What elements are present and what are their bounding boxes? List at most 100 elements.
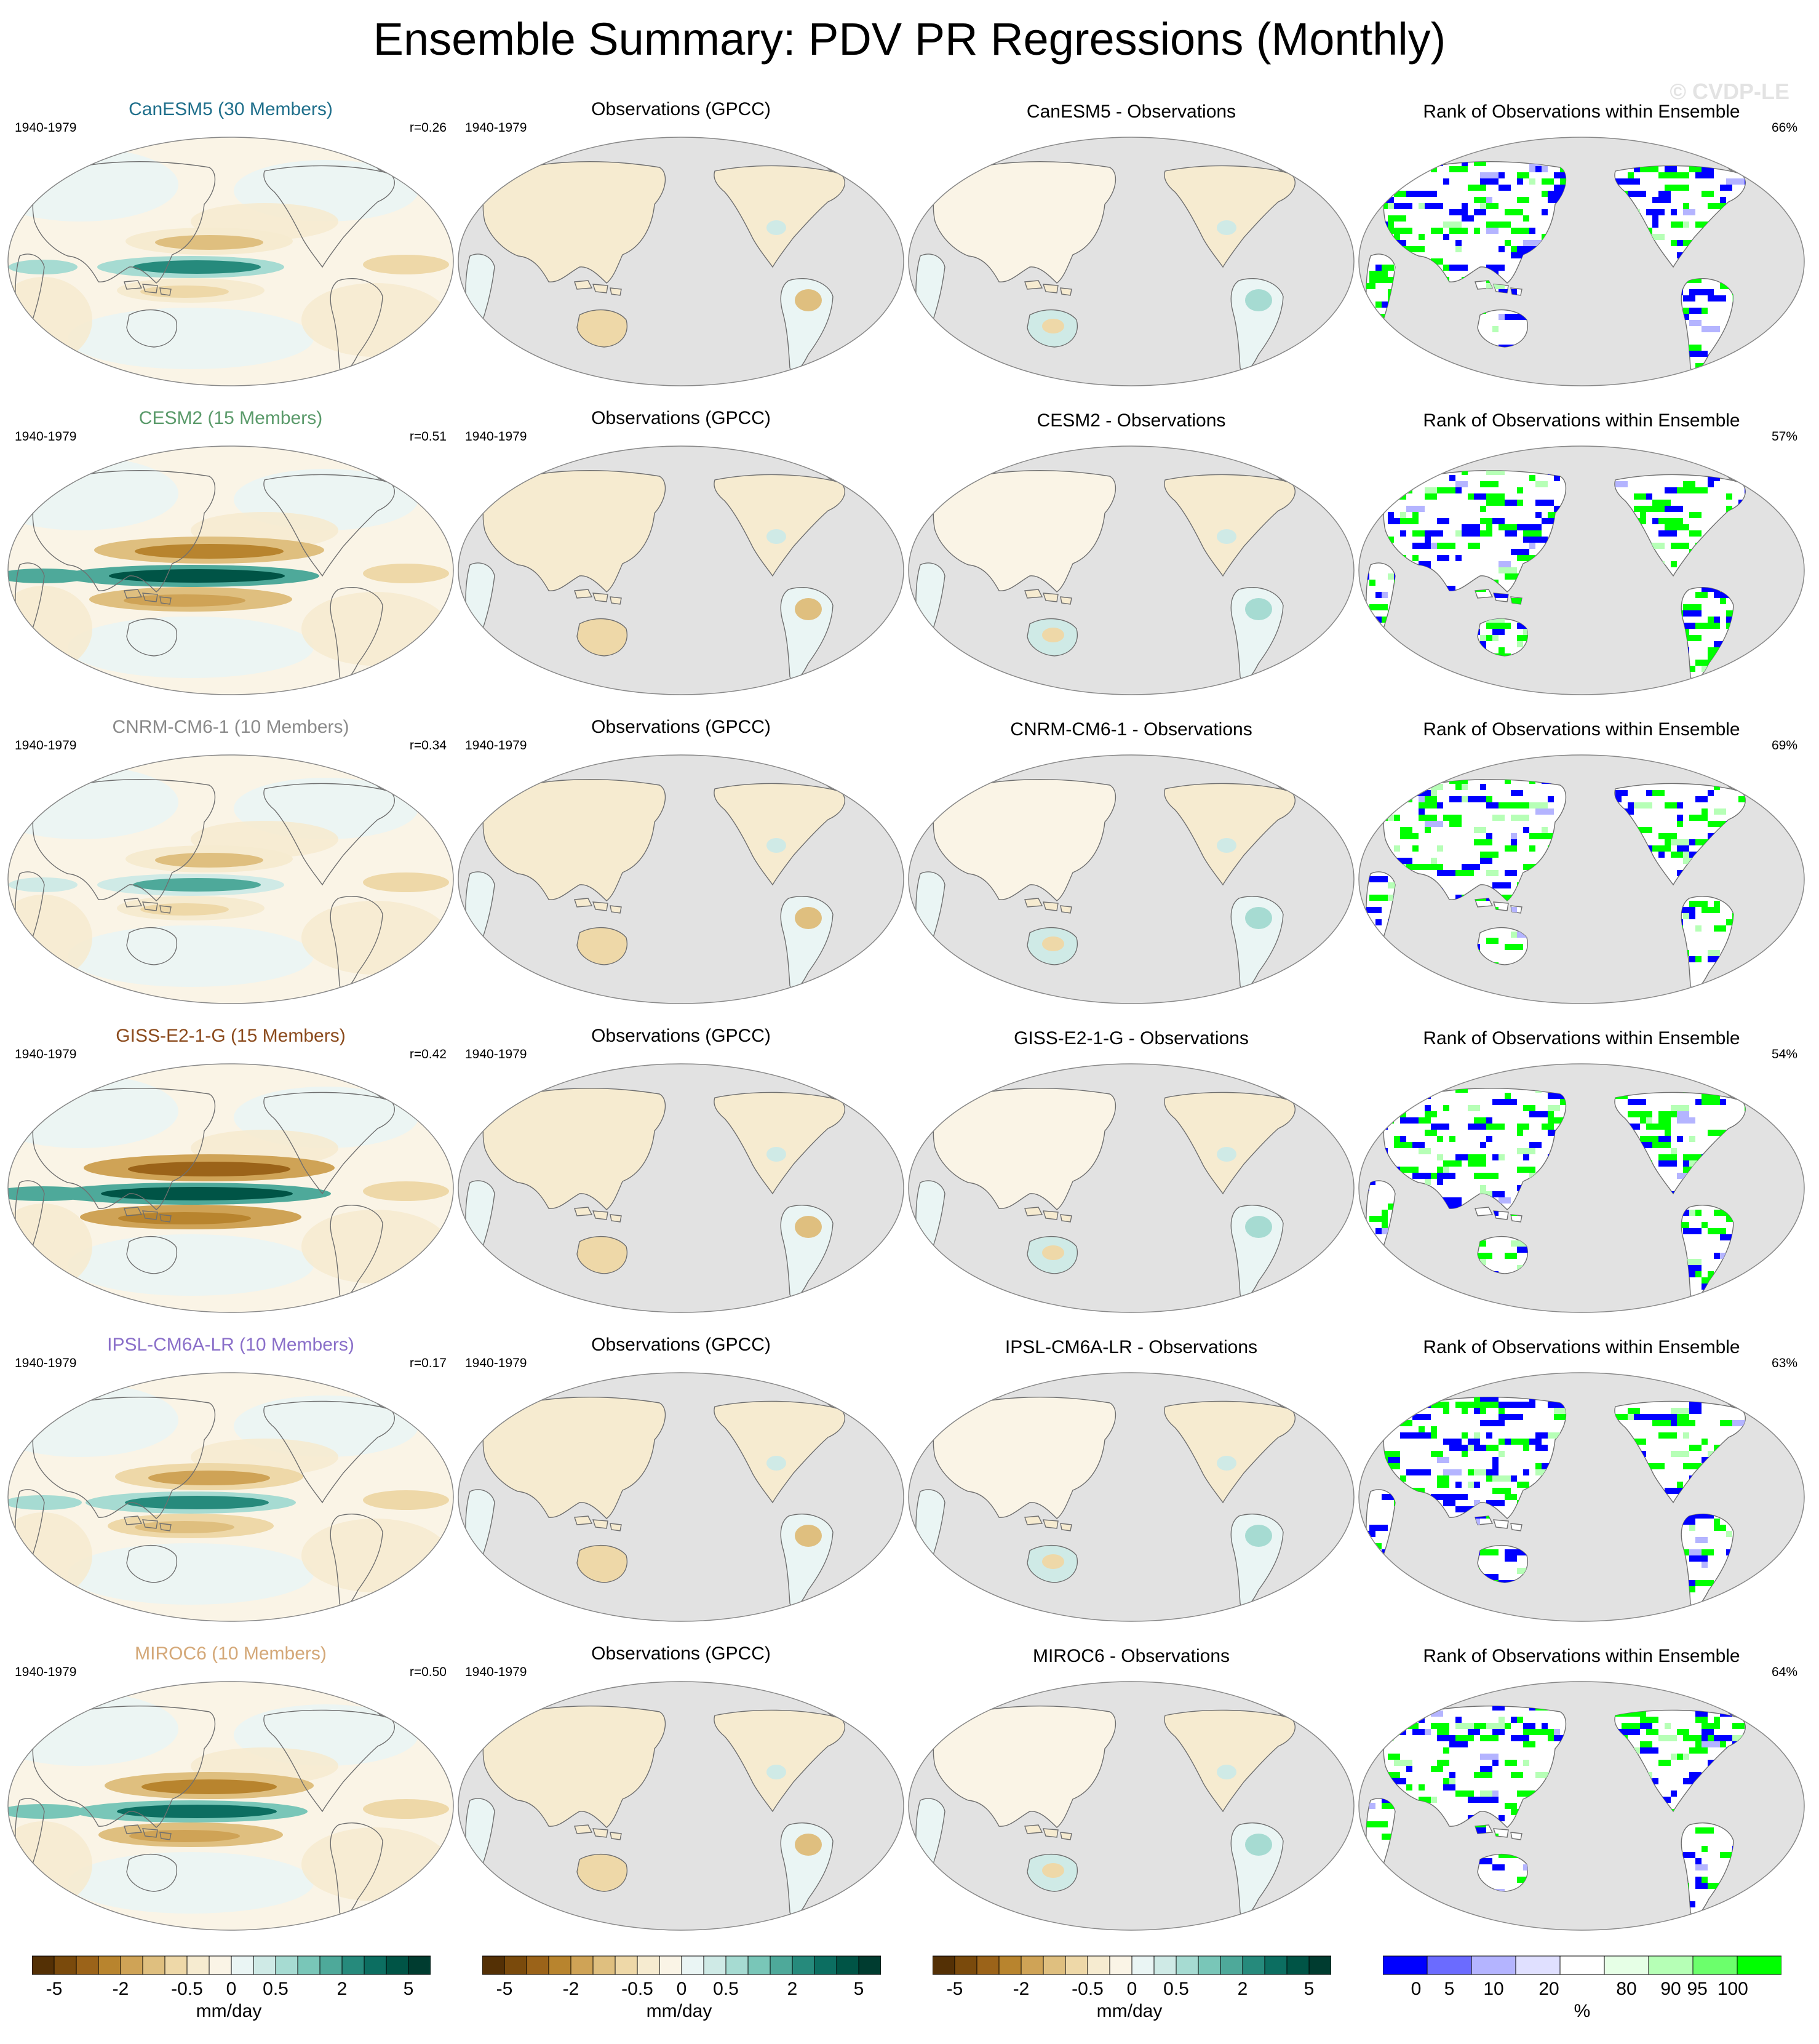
rank-cell bbox=[1449, 166, 1468, 172]
colorbar-swatch bbox=[142, 1955, 165, 1975]
rank-cell bbox=[1763, 1599, 1775, 1605]
rank-cell bbox=[1406, 987, 1425, 989]
rank-cell bbox=[1720, 1852, 1738, 1858]
colorbar-swatches bbox=[482, 1955, 882, 1975]
land-indonesia bbox=[124, 1207, 172, 1223]
colorbar-swatch bbox=[1065, 1955, 1088, 1975]
rank-cell bbox=[1702, 586, 1720, 592]
rank-cell bbox=[1689, 1265, 1702, 1271]
rank-cell bbox=[1757, 772, 1775, 778]
rank-cell bbox=[1369, 172, 1388, 178]
model-panel: CESM2 (15 Members) 1940-1979 r=0.51 bbox=[6, 407, 455, 703]
rank-cell bbox=[1431, 135, 1443, 142]
rank-cell bbox=[1523, 1723, 1535, 1729]
rank-cell bbox=[1412, 555, 1419, 561]
field-band-indian bbox=[8, 1186, 95, 1201]
rank-cell bbox=[1486, 265, 1505, 271]
rank-cell bbox=[1357, 660, 1363, 666]
rank-cell bbox=[1382, 1592, 1400, 1599]
rank-cell bbox=[1677, 135, 1683, 142]
rank-cell bbox=[1511, 1549, 1529, 1555]
rank-cell bbox=[1492, 1729, 1505, 1735]
panel-title: Rank of Observations within Ensemble bbox=[1423, 1337, 1740, 1357]
rank-cell bbox=[1732, 1686, 1751, 1692]
field-band-atlantic bbox=[363, 255, 449, 274]
panel-title: CanESM5 - Observations bbox=[1026, 102, 1236, 122]
rank-cell bbox=[1388, 518, 1400, 524]
rank-cell bbox=[1523, 1741, 1535, 1747]
rank-cell bbox=[1425, 993, 1431, 999]
rank-cell bbox=[1431, 1080, 1443, 1087]
land-indonesia bbox=[124, 898, 172, 914]
rank-cell bbox=[1689, 1747, 1708, 1754]
rank-cell bbox=[1480, 518, 1492, 524]
rank-cell bbox=[1781, 962, 1788, 968]
land-n_america bbox=[1164, 1400, 1296, 1504]
rank-cell bbox=[1366, 1234, 1369, 1240]
rank-cell bbox=[1400, 1136, 1406, 1142]
rank-cell bbox=[1511, 228, 1529, 234]
colorbar-swatch bbox=[954, 1955, 977, 1975]
rank-cell bbox=[1781, 1283, 1800, 1290]
rank-cell bbox=[1375, 1686, 1394, 1692]
colorbar-tick-label: -0.5 bbox=[171, 1979, 203, 1999]
rank-cell bbox=[1517, 1402, 1535, 1408]
rank-cell bbox=[1708, 375, 1714, 381]
rank-cell bbox=[1708, 647, 1720, 653]
rank-cell bbox=[1388, 1895, 1400, 1901]
rank-cell bbox=[1366, 1723, 1375, 1729]
rank-cell bbox=[1751, 1889, 1757, 1895]
colorbar-tick-label: 0 bbox=[1411, 1979, 1422, 1999]
rank-cell bbox=[1419, 753, 1431, 759]
rank-cell bbox=[1523, 1439, 1542, 1445]
field-band-atlantic bbox=[363, 1181, 449, 1201]
rank-cell bbox=[1658, 852, 1665, 858]
map bbox=[7, 137, 454, 386]
rank-cell bbox=[1499, 1414, 1517, 1420]
rank-cell bbox=[1486, 1371, 1499, 1377]
rank-cell bbox=[1732, 1723, 1745, 1729]
colorbar-swatch bbox=[792, 1955, 815, 1975]
rank-cell bbox=[1499, 1852, 1511, 1858]
rank-cell bbox=[1695, 1877, 1702, 1883]
rank-cell bbox=[1382, 172, 1394, 178]
rank-cell bbox=[1369, 604, 1388, 610]
rank-cell bbox=[1412, 1142, 1425, 1148]
rank-cell bbox=[1658, 1432, 1677, 1439]
land-anomaly bbox=[1245, 289, 1272, 311]
land-n_america bbox=[1164, 1092, 1296, 1195]
rank-cell bbox=[1640, 1414, 1658, 1420]
rank-cell bbox=[1375, 1704, 1394, 1711]
rank-cell bbox=[1388, 1704, 1406, 1711]
rank-cell bbox=[1732, 1062, 1738, 1068]
rank-cell bbox=[1462, 215, 1474, 222]
rank-cell bbox=[1763, 1901, 1769, 1907]
rank-cell bbox=[1492, 1488, 1511, 1494]
rank-cell bbox=[1775, 191, 1781, 197]
rank-cell bbox=[1400, 463, 1406, 469]
rank-cell bbox=[1406, 369, 1412, 372]
land-anomaly bbox=[795, 598, 822, 620]
rank-cell bbox=[1775, 968, 1781, 975]
rank-cell bbox=[1689, 1371, 1695, 1377]
colorbar-swatch bbox=[526, 1955, 549, 1975]
rank-cell bbox=[1480, 796, 1486, 802]
rank-cell bbox=[1708, 1130, 1726, 1136]
colorbar-swatch bbox=[703, 1955, 726, 1975]
rank-cell bbox=[1720, 684, 1732, 690]
rank-cell bbox=[1529, 524, 1542, 530]
rank-cell bbox=[1677, 815, 1683, 821]
rank-cell bbox=[1425, 1130, 1437, 1136]
rank-cell bbox=[1751, 684, 1763, 690]
colorbar-swatch bbox=[1427, 1955, 1472, 1975]
rank-cell bbox=[1757, 1290, 1775, 1296]
rank-cell bbox=[1455, 770, 1474, 772]
rank-cell bbox=[1677, 1117, 1695, 1124]
rank-cell bbox=[1671, 1148, 1677, 1154]
rank-cell bbox=[1369, 993, 1375, 999]
colorbar-swatch bbox=[814, 1955, 837, 1975]
rank-cell bbox=[1388, 332, 1394, 338]
rank-cell bbox=[1474, 1445, 1480, 1451]
rank-cell bbox=[1431, 166, 1437, 172]
rank-cell bbox=[1535, 512, 1542, 518]
